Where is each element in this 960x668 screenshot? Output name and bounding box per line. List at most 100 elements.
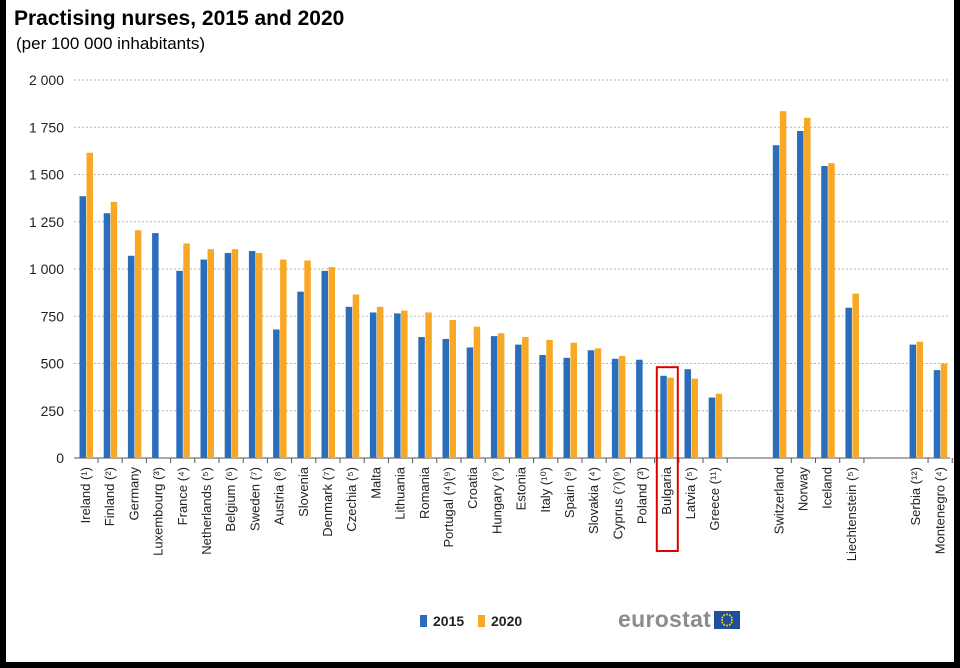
bar-2020 xyxy=(183,243,190,458)
legend-label-2015: 2015 xyxy=(433,613,465,629)
x-tick-label: Greece (¹¹) xyxy=(707,467,722,531)
x-tick-label: Malta xyxy=(368,466,383,499)
x-tick-label: Lithuania xyxy=(393,466,408,520)
chart-title: Practising nurses, 2015 and 2020 xyxy=(14,7,345,30)
bar-2020 xyxy=(134,230,142,458)
bar-2015 xyxy=(273,329,280,458)
x-tick-label: Netherlands (⁵) xyxy=(199,467,214,555)
x-tick-label: Germany xyxy=(126,467,141,521)
bar-2015 xyxy=(772,145,780,458)
bar-2015 xyxy=(563,357,570,458)
highlight-box-bulgaria xyxy=(655,366,679,553)
bar-2020 xyxy=(280,259,287,458)
bar-2020 xyxy=(667,377,674,458)
x-tick-label: Croatia xyxy=(465,466,480,509)
x-tick-label: Portugal (⁴)(⁹) xyxy=(441,467,456,548)
bar-2015 xyxy=(200,259,207,458)
x-tick-label: Belgium (⁶) xyxy=(223,467,238,532)
bar-chart: 0 250 500 750 1 000 1 250 1 500 1 750 2 000 Irela… xyxy=(29,72,953,561)
bar-2020 xyxy=(425,312,432,458)
bar-2015 xyxy=(636,359,643,458)
x-tick-label: Switzerland xyxy=(771,467,786,534)
x-tick-label: Slovakia (⁴) xyxy=(586,467,601,534)
x-tick-label: Ireland (¹) xyxy=(78,467,93,523)
legend-item-2015: 2015 xyxy=(420,613,464,629)
bar-2020 xyxy=(86,152,93,458)
x-tick-label: Italy (¹⁰) xyxy=(538,467,553,513)
y-tick-label: 250 xyxy=(41,403,65,419)
bar-2015 xyxy=(909,344,917,458)
bar-2015 xyxy=(933,370,941,458)
x-tick-label: Poland (³) xyxy=(635,467,650,524)
y-tick-label: 500 xyxy=(41,356,65,372)
bar-2015 xyxy=(176,270,183,458)
bar-2015 xyxy=(394,313,401,458)
x-tick-label: Czechia (⁵) xyxy=(344,467,359,532)
y-tick-label: 2 000 xyxy=(29,72,64,88)
bar-2020 xyxy=(401,310,408,458)
bar-2015 xyxy=(152,233,159,458)
x-tick-label: Estonia xyxy=(514,466,529,510)
bar-2020 xyxy=(570,342,577,458)
y-tick-label: 1 250 xyxy=(29,214,64,230)
bar-2015 xyxy=(103,213,111,458)
bar-2015 xyxy=(490,336,498,458)
bar-2015 xyxy=(297,291,304,458)
x-tick-label: Latvia (⁵) xyxy=(683,467,698,519)
x-tick-label: Slovenia xyxy=(296,466,311,517)
bar-2015 xyxy=(821,165,828,458)
bar-2015 xyxy=(797,131,804,458)
bar-2015 xyxy=(345,306,353,458)
bar-2020 xyxy=(522,337,529,458)
legend-item-2020: 2020 xyxy=(478,613,522,629)
x-tick-label: Cyprus (⁷)(⁹) xyxy=(610,467,625,539)
bar-2020 xyxy=(940,363,948,458)
bar-2020 xyxy=(546,339,553,458)
x-tick-label: Austria (⁸) xyxy=(272,467,287,525)
y-tick-label: 1 000 xyxy=(29,261,64,277)
bar-2015 xyxy=(369,312,377,458)
bar-2015 xyxy=(127,255,135,458)
x-tick-label: Norway xyxy=(796,467,811,512)
bar-2020 xyxy=(207,249,214,458)
bar-2020 xyxy=(376,306,384,458)
bar-2015 xyxy=(321,270,328,458)
bar-2020 xyxy=(231,249,239,458)
bar-2020 xyxy=(352,294,360,458)
bar-2015 xyxy=(515,344,522,458)
bar-2015 xyxy=(539,354,546,458)
legend-swatch-2015 xyxy=(420,615,427,627)
bar-2015 xyxy=(248,251,256,458)
bar-2015 xyxy=(611,358,619,458)
bar-2020 xyxy=(449,320,456,458)
bar-2015 xyxy=(684,369,691,458)
bar-2015 xyxy=(418,337,425,458)
x-tick-label: Romania xyxy=(417,466,432,519)
bar-2020 xyxy=(804,117,811,459)
bar-2020 xyxy=(852,293,859,458)
bar-2020 xyxy=(110,201,118,458)
x-tick-label: France (⁴) xyxy=(175,467,190,525)
eu-flag-icon xyxy=(714,610,741,629)
bar-2015 xyxy=(79,196,86,459)
x-tick-label: Sweden (⁷) xyxy=(247,467,262,531)
bar-2020 xyxy=(691,378,698,458)
x-tick-label: Iceland xyxy=(820,467,835,509)
bar-2020 xyxy=(715,393,723,458)
bar-2020 xyxy=(328,267,335,458)
legend-swatch-2020 xyxy=(478,615,485,627)
x-tick-label: Spain (⁹) xyxy=(562,467,577,518)
bar-2020 xyxy=(497,333,505,458)
brand-name: eurostat xyxy=(618,606,712,632)
bar-2020 xyxy=(916,341,924,458)
bar-2020 xyxy=(779,111,787,458)
bar-2020 xyxy=(255,252,263,458)
x-tick-label: Bulgaria xyxy=(659,466,674,514)
y-tick-label: 1 500 xyxy=(29,167,64,183)
bar-2015 xyxy=(708,397,716,458)
bar-2020 xyxy=(618,355,626,458)
eurostat-logo: eurostat xyxy=(618,606,741,633)
x-tick-label: Serbia (¹²) xyxy=(908,467,923,526)
bar-2015 xyxy=(442,338,449,458)
bar-2020 xyxy=(473,326,481,458)
